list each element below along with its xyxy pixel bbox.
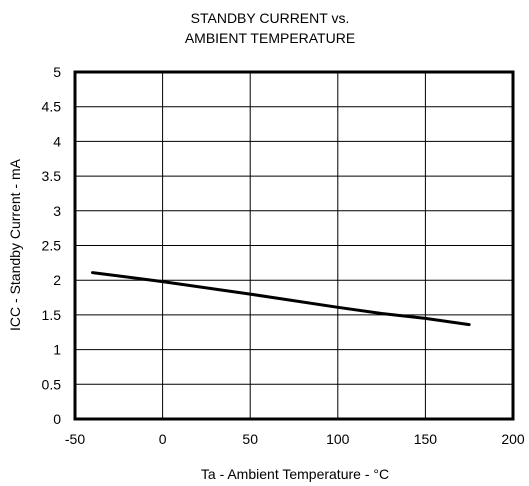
y-tick-label: 2 [53,272,61,288]
y-axis-label: ICC - Standby Current - mA [7,158,23,331]
x-tick-label: 0 [159,431,167,447]
series-layer [91,271,471,327]
standby-current-line [91,271,471,327]
y-axis-ticks: 0 0.5 1 1.5 2 2.5 3 3.5 4 4.5 5 [42,64,62,427]
y-tick-label: 0.5 [42,376,62,392]
y-tick-label: 4 [53,133,61,149]
y-tick-label: 1.5 [42,307,62,323]
y-tick-label: 3 [53,203,61,219]
y-tick-label: 3.5 [42,168,62,184]
x-tick-label: 150 [414,431,438,447]
plot-area-frame [73,70,515,421]
x-tick-label: -50 [65,431,85,447]
x-axis-label: Ta - Ambient Temperature - °C [201,466,389,482]
y-tick-label: 5 [53,64,61,80]
chart-title-line-1: STANDBY CURRENT vs. [191,10,350,26]
y-tick-label: 0 [53,411,61,427]
y-tick-label: 4.5 [42,99,62,115]
x-tick-label: 50 [242,431,258,447]
chart-title-line-2: AMBIENT TEMPERATURE [185,30,355,46]
x-tick-label: 100 [326,431,350,447]
x-axis-ticks: -50 0 50 100 150 200 [65,431,525,447]
x-tick-label: 200 [501,431,525,447]
y-tick-label: 2.5 [42,238,62,254]
y-tick-label: 1 [53,342,61,358]
grid [75,72,513,419]
